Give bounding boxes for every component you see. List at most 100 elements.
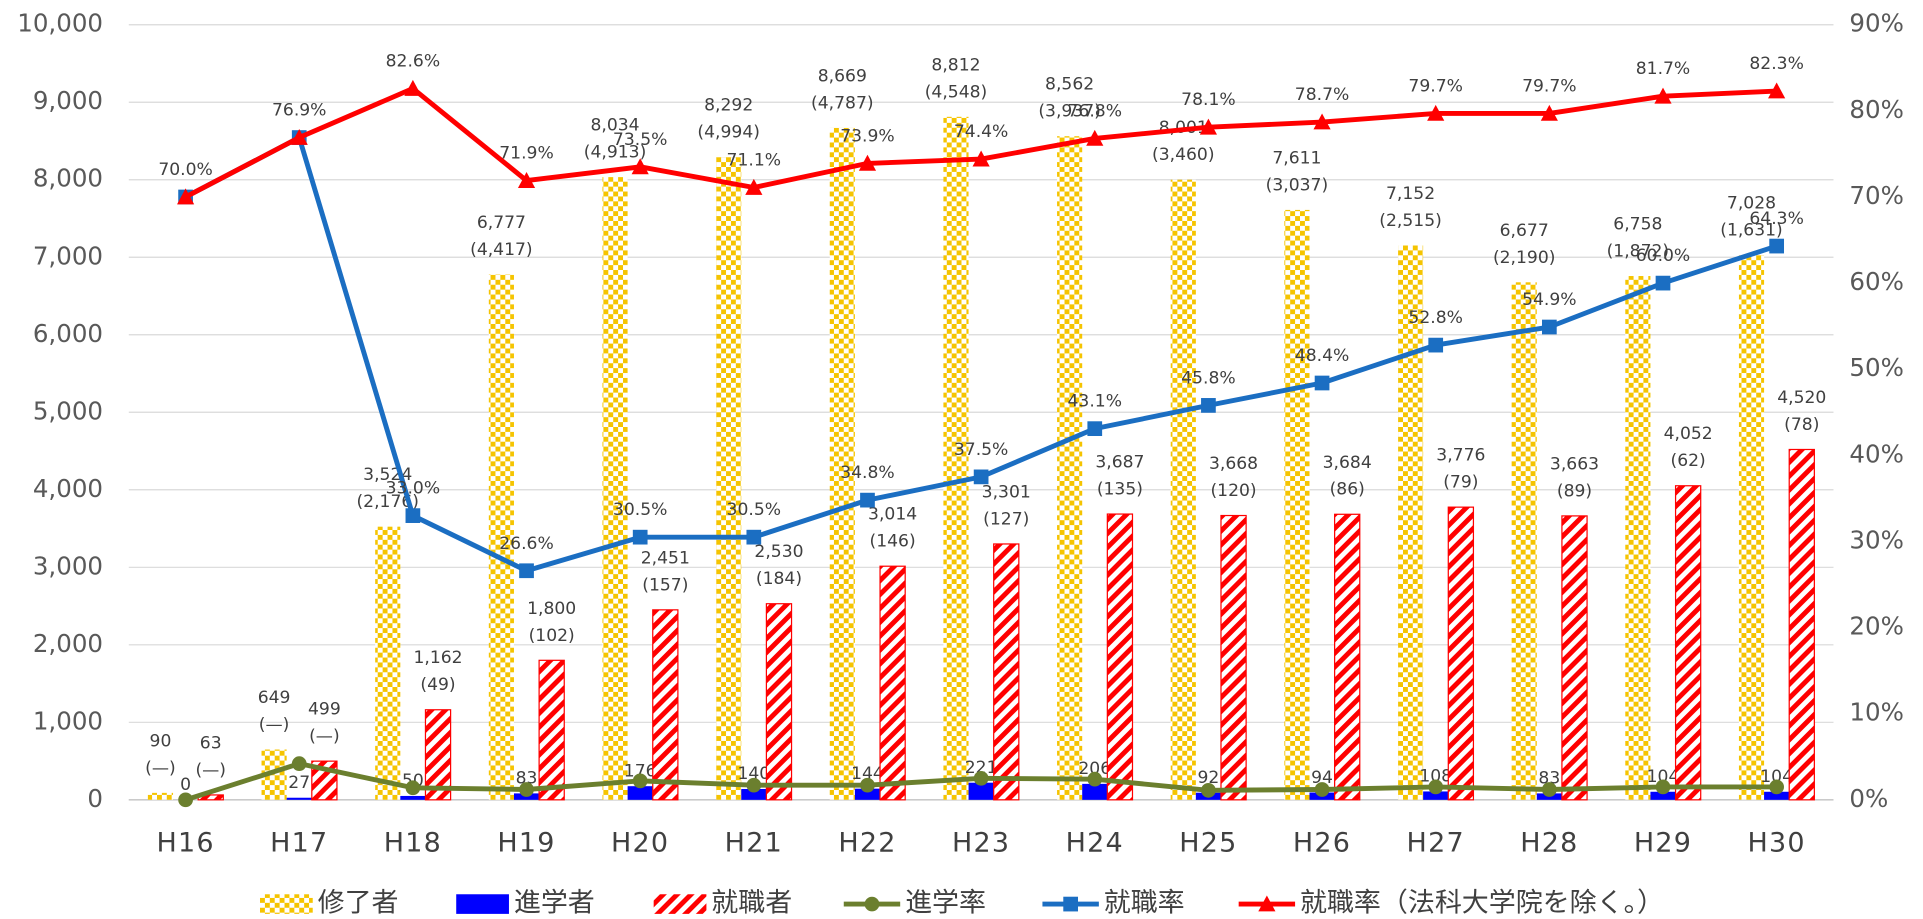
data-label: 140 — [737, 764, 770, 784]
y-tick-label: 6,000 — [33, 319, 103, 348]
point — [290, 128, 308, 145]
point — [519, 782, 534, 797]
bar — [286, 797, 312, 800]
point — [1199, 118, 1218, 135]
point — [860, 777, 875, 793]
point — [632, 529, 648, 545]
bar — [400, 795, 426, 800]
bar — [879, 565, 906, 801]
data-label: 82.3% — [1749, 54, 1804, 74]
data-label: 79.7% — [1408, 76, 1463, 96]
bar — [1106, 513, 1134, 801]
point — [177, 188, 195, 205]
data-sublabel: (102) — [529, 626, 575, 646]
data-label: 3,687 — [1095, 453, 1144, 473]
point — [1086, 129, 1104, 146]
legend-label: 就職率（法科大学院を除く。） — [1300, 888, 1664, 919]
data-label: 1,162 — [413, 648, 462, 668]
data-sublabel: (79) — [1443, 473, 1478, 493]
point — [405, 508, 421, 523]
data-sublabel: (—) — [145, 758, 176, 778]
data-label: 71.1% — [727, 151, 782, 171]
data-label: 43.1% — [1068, 392, 1123, 412]
point — [1314, 782, 1330, 797]
data-label: 206 — [1078, 759, 1111, 779]
legend-swatch — [653, 894, 707, 914]
data-label: 63 — [200, 733, 222, 753]
data-label: 26.6% — [499, 534, 554, 554]
data-sublabel: (—) — [195, 760, 226, 780]
data-sublabel: (78) — [1784, 415, 1819, 435]
y2-tick-label: 40% — [1849, 439, 1904, 468]
data-sublabel: (2,176) — [356, 492, 419, 512]
bar — [1764, 791, 1790, 800]
data-label: 6,758 — [1613, 215, 1662, 235]
legend-marker — [1258, 895, 1276, 912]
data-label: 7,611 — [1272, 148, 1321, 168]
legend-swatch — [259, 894, 313, 914]
data-label: 92 — [1197, 768, 1219, 788]
legend-swatch — [456, 894, 509, 914]
x-tick-label: H25 — [1179, 827, 1237, 858]
y2-tick-label: 90% — [1849, 9, 1904, 38]
point — [1541, 319, 1557, 335]
point — [858, 154, 877, 171]
data-label: 2,530 — [754, 542, 803, 562]
point — [1201, 398, 1216, 413]
data-label: 3,668 — [1209, 454, 1258, 474]
data-label: 4,052 — [1664, 424, 1713, 444]
bar — [968, 782, 994, 800]
data-label: 64.3% — [1749, 209, 1804, 229]
point — [973, 469, 989, 485]
data-label: 144 — [851, 764, 884, 784]
legend-label: 就職者 — [711, 888, 792, 919]
data-sublabel: (135) — [1097, 480, 1143, 500]
bar — [1650, 791, 1676, 800]
data-label: 74.4% — [954, 122, 1009, 142]
data-label: 1,800 — [527, 599, 576, 619]
bar — [765, 603, 793, 801]
bar — [993, 543, 1020, 801]
y2-tick-label: 80% — [1849, 95, 1904, 124]
y-tick-label: 10,000 — [17, 9, 103, 38]
point — [1655, 275, 1671, 291]
data-sublabel: (2,190) — [1493, 248, 1556, 268]
data-label: 83 — [1538, 769, 1560, 789]
bar — [147, 792, 174, 800]
bar — [1738, 255, 1765, 800]
data-label: 48.4% — [1295, 346, 1350, 366]
y2-tick-label: 60% — [1849, 267, 1904, 296]
x-tick-label: H20 — [611, 827, 669, 858]
data-sublabel: (4,994) — [697, 123, 760, 143]
data-label: 3,776 — [1436, 446, 1485, 466]
line — [184, 86, 1777, 200]
point — [1769, 238, 1785, 254]
data-label: 3,301 — [982, 482, 1031, 502]
point — [1314, 375, 1330, 391]
x-tick-label: H23 — [952, 827, 1010, 858]
bar — [829, 127, 855, 800]
bar — [1334, 513, 1361, 801]
y-tick-label: 1,000 — [33, 706, 103, 735]
bar — [943, 116, 969, 800]
data-label: 37.5% — [954, 440, 1009, 460]
x-tick-label: H16 — [156, 827, 214, 858]
point — [746, 777, 762, 793]
data-label: 221 — [965, 758, 998, 778]
data-label: 71.9% — [499, 144, 554, 164]
y-tick-label: 4,000 — [33, 474, 103, 503]
y2-tick-label: 20% — [1849, 612, 1904, 641]
data-label: 76.8% — [1068, 101, 1123, 121]
legend-label: 就職率 — [1104, 888, 1185, 919]
data-label: 8,812 — [931, 55, 980, 75]
data-label: 3,014 — [868, 505, 917, 525]
data-label: 34.8% — [840, 463, 895, 483]
data-label: 33.0% — [386, 479, 441, 499]
bar — [1170, 179, 1196, 800]
data-label: 79.7% — [1522, 76, 1577, 96]
x-tick-label: H19 — [497, 827, 555, 858]
line — [184, 135, 1778, 574]
data-label: 499 — [308, 700, 341, 720]
bar — [424, 709, 452, 801]
